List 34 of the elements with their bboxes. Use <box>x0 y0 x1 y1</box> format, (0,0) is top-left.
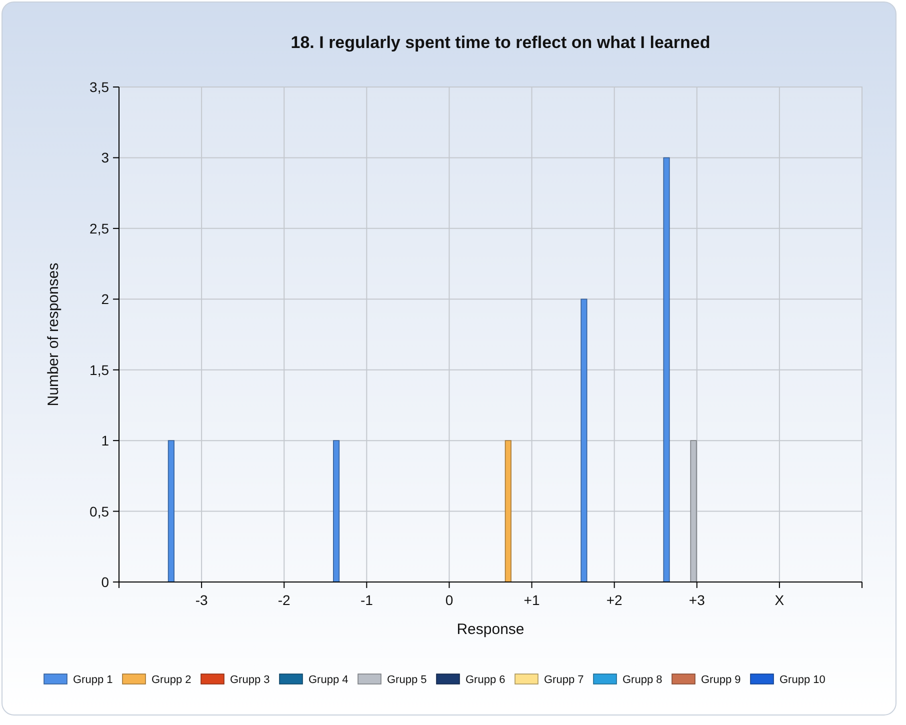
x-tick-label: -3 <box>195 592 208 608</box>
y-tick-label: 2,5 <box>90 220 110 236</box>
y-tick-label: 1 <box>101 432 110 449</box>
x-tick-label: -2 <box>278 592 291 608</box>
x-tick-label: -1 <box>360 592 374 608</box>
x-tick-label: +2 <box>606 592 623 608</box>
y-tick-label: 0 <box>101 574 110 590</box>
x-tick-label: +3 <box>688 592 706 608</box>
bar <box>663 157 670 582</box>
y-tick-label: 3 <box>101 150 110 166</box>
legend-label: Grupp 5 <box>387 674 427 686</box>
legend-label: Grupp 7 <box>544 674 584 686</box>
legend-label: Grupp 6 <box>466 674 506 686</box>
bar <box>504 440 512 582</box>
y-tick-label: 1,5 <box>90 362 110 378</box>
x-tick-label: X <box>774 592 785 608</box>
y-tick-label: 0,5 <box>90 503 110 520</box>
y-tick-label: 2 <box>101 291 110 308</box>
y-axis-title: Number of responses <box>45 262 62 406</box>
chart-title: 18. I regularly spent time to reflect on what I learned <box>290 33 710 52</box>
x-tick-label: 0 <box>445 592 454 608</box>
bar <box>168 440 174 582</box>
x-tick-label: +1 <box>524 592 540 608</box>
y-tick-label: 3,5 <box>90 79 110 95</box>
legend-label: Grupp 10 <box>780 674 826 686</box>
legend-label: Grupp 4 <box>308 674 348 686</box>
legend-label: Grupp 9 <box>701 674 741 686</box>
legend-label: Grupp 3 <box>230 674 270 686</box>
bar <box>580 298 588 582</box>
legend-label: Grupp 1 <box>73 674 113 686</box>
legend-label: Grupp 8 <box>622 674 662 686</box>
legend-label: Grupp 2 <box>152 674 192 686</box>
bar <box>333 440 340 582</box>
x-axis-title: Response <box>456 621 524 638</box>
